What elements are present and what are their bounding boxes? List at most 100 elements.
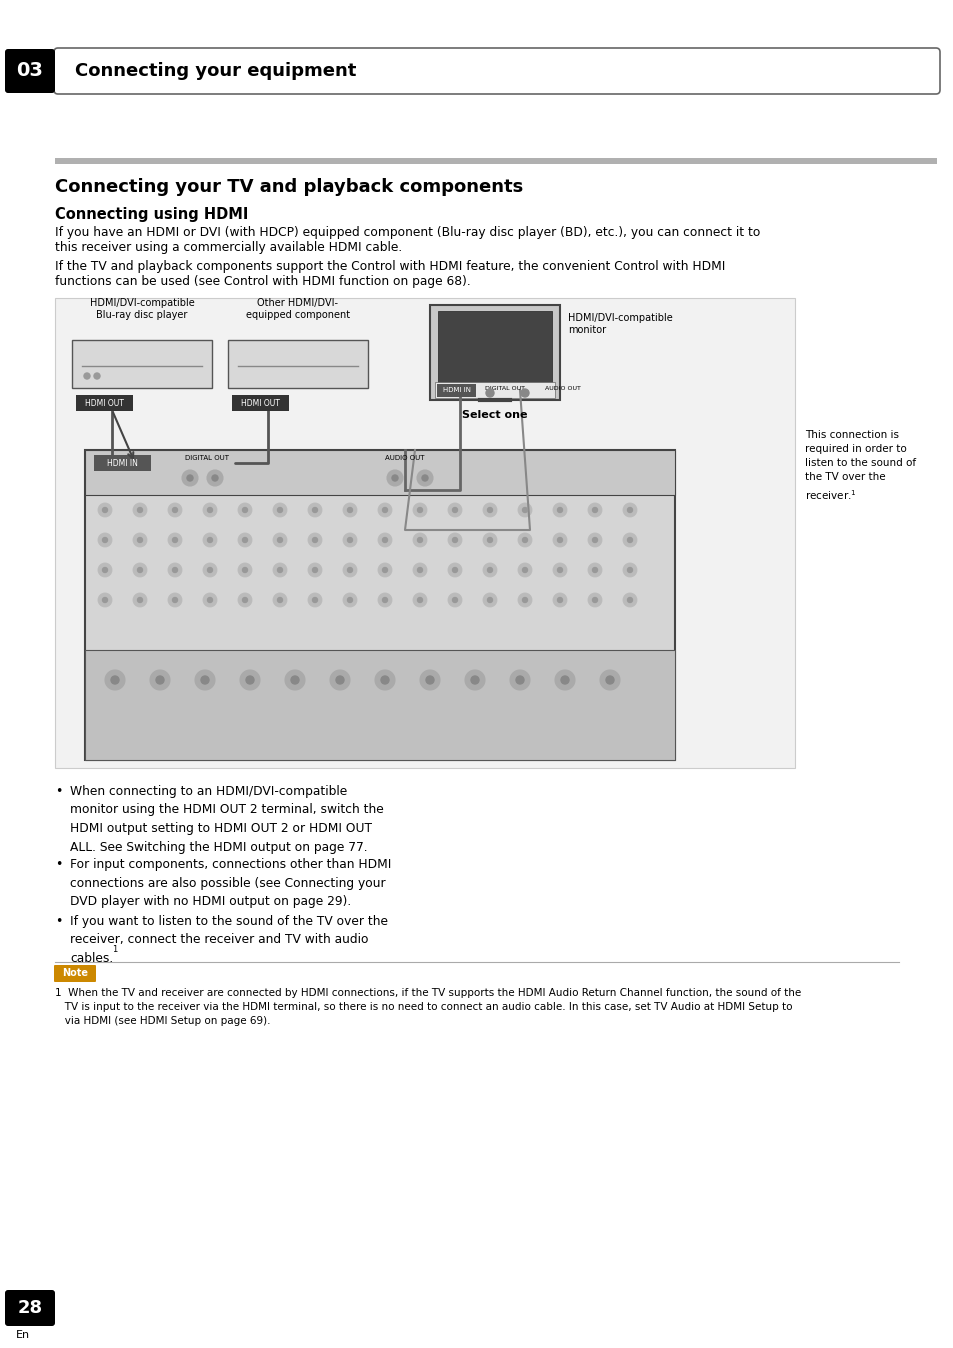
Text: HDMI IN: HDMI IN (442, 387, 471, 394)
Circle shape (172, 597, 177, 603)
Circle shape (382, 507, 387, 512)
Circle shape (605, 675, 614, 683)
FancyBboxPatch shape (437, 383, 476, 396)
Text: 1  When the TV and receiver are connected by HDMI connections, if the TV support: 1 When the TV and receiver are connected… (55, 988, 801, 998)
Circle shape (382, 568, 387, 573)
Bar (71, 340, 212, 388)
Text: •: • (55, 785, 62, 798)
Circle shape (522, 538, 527, 542)
Circle shape (380, 675, 389, 683)
Circle shape (553, 593, 566, 607)
Circle shape (592, 538, 597, 542)
Text: via HDMI (see HDMI Setup on page 69).: via HDMI (see HDMI Setup on page 69). (55, 1016, 271, 1026)
Text: Connecting using HDMI: Connecting using HDMI (55, 208, 248, 222)
Circle shape (555, 670, 575, 690)
Circle shape (392, 474, 397, 481)
Circle shape (137, 507, 142, 512)
Circle shape (485, 390, 494, 398)
Text: This connection is
required in order to
listen to the sound of
the TV over the
r: This connection is required in order to … (804, 430, 915, 501)
Text: AUDIO OUT: AUDIO OUT (544, 386, 580, 391)
Circle shape (208, 538, 213, 542)
Circle shape (622, 593, 637, 607)
Circle shape (105, 670, 125, 690)
Text: DIGITAL OUT: DIGITAL OUT (185, 456, 229, 461)
Circle shape (343, 563, 356, 577)
Circle shape (273, 532, 287, 547)
Circle shape (560, 675, 568, 683)
Circle shape (208, 507, 213, 512)
Circle shape (132, 503, 147, 518)
Circle shape (277, 507, 282, 512)
Circle shape (308, 563, 322, 577)
Circle shape (416, 470, 433, 487)
Circle shape (413, 532, 427, 547)
Circle shape (277, 568, 282, 573)
Circle shape (522, 597, 527, 603)
Circle shape (417, 568, 422, 573)
Circle shape (273, 503, 287, 518)
Text: 1: 1 (112, 945, 117, 954)
Circle shape (553, 503, 566, 518)
FancyBboxPatch shape (232, 395, 289, 411)
Circle shape (417, 597, 422, 603)
Circle shape (599, 670, 619, 690)
Text: For input components, connections other than HDMI
connections are also possible : For input components, connections other … (70, 857, 391, 909)
Circle shape (421, 474, 428, 481)
Circle shape (132, 593, 147, 607)
Circle shape (471, 675, 478, 683)
Circle shape (137, 538, 142, 542)
Circle shape (557, 597, 562, 603)
Circle shape (237, 503, 252, 518)
Circle shape (168, 563, 182, 577)
Circle shape (335, 675, 344, 683)
Circle shape (452, 507, 457, 512)
Circle shape (237, 563, 252, 577)
Circle shape (137, 597, 142, 603)
Circle shape (308, 532, 322, 547)
Circle shape (413, 593, 427, 607)
Text: •: • (55, 857, 62, 871)
Circle shape (203, 593, 216, 607)
Circle shape (487, 597, 492, 603)
Circle shape (242, 538, 247, 542)
Circle shape (347, 538, 352, 542)
Circle shape (387, 470, 402, 487)
Bar (85, 450, 675, 495)
Circle shape (343, 593, 356, 607)
Circle shape (517, 503, 532, 518)
Circle shape (132, 532, 147, 547)
Circle shape (313, 568, 317, 573)
Circle shape (207, 470, 223, 487)
Bar (85, 450, 675, 760)
Circle shape (330, 670, 350, 690)
Circle shape (419, 670, 439, 690)
Bar (437, 311, 552, 384)
Circle shape (627, 538, 632, 542)
Bar (430, 305, 559, 400)
Circle shape (347, 568, 352, 573)
Circle shape (553, 563, 566, 577)
Text: If you want to listen to the sound of the TV over the
receiver, connect the rece: If you want to listen to the sound of th… (70, 915, 388, 965)
Circle shape (482, 593, 497, 607)
Circle shape (487, 507, 492, 512)
Circle shape (448, 563, 461, 577)
Circle shape (517, 532, 532, 547)
Circle shape (102, 538, 108, 542)
FancyBboxPatch shape (76, 395, 132, 411)
Circle shape (377, 593, 392, 607)
Circle shape (510, 670, 530, 690)
Text: HDMI/DVI-compatible
monitor: HDMI/DVI-compatible monitor (567, 313, 672, 334)
Circle shape (417, 507, 422, 512)
Circle shape (208, 597, 213, 603)
Circle shape (308, 593, 322, 607)
Text: functions can be used (see Control with HDMI function on page 68).: functions can be used (see Control with … (55, 275, 470, 288)
Circle shape (627, 507, 632, 512)
Circle shape (102, 507, 108, 512)
Circle shape (622, 532, 637, 547)
Circle shape (343, 503, 356, 518)
Circle shape (382, 538, 387, 542)
Circle shape (587, 563, 601, 577)
Circle shape (172, 538, 177, 542)
Circle shape (452, 597, 457, 603)
Circle shape (313, 507, 317, 512)
